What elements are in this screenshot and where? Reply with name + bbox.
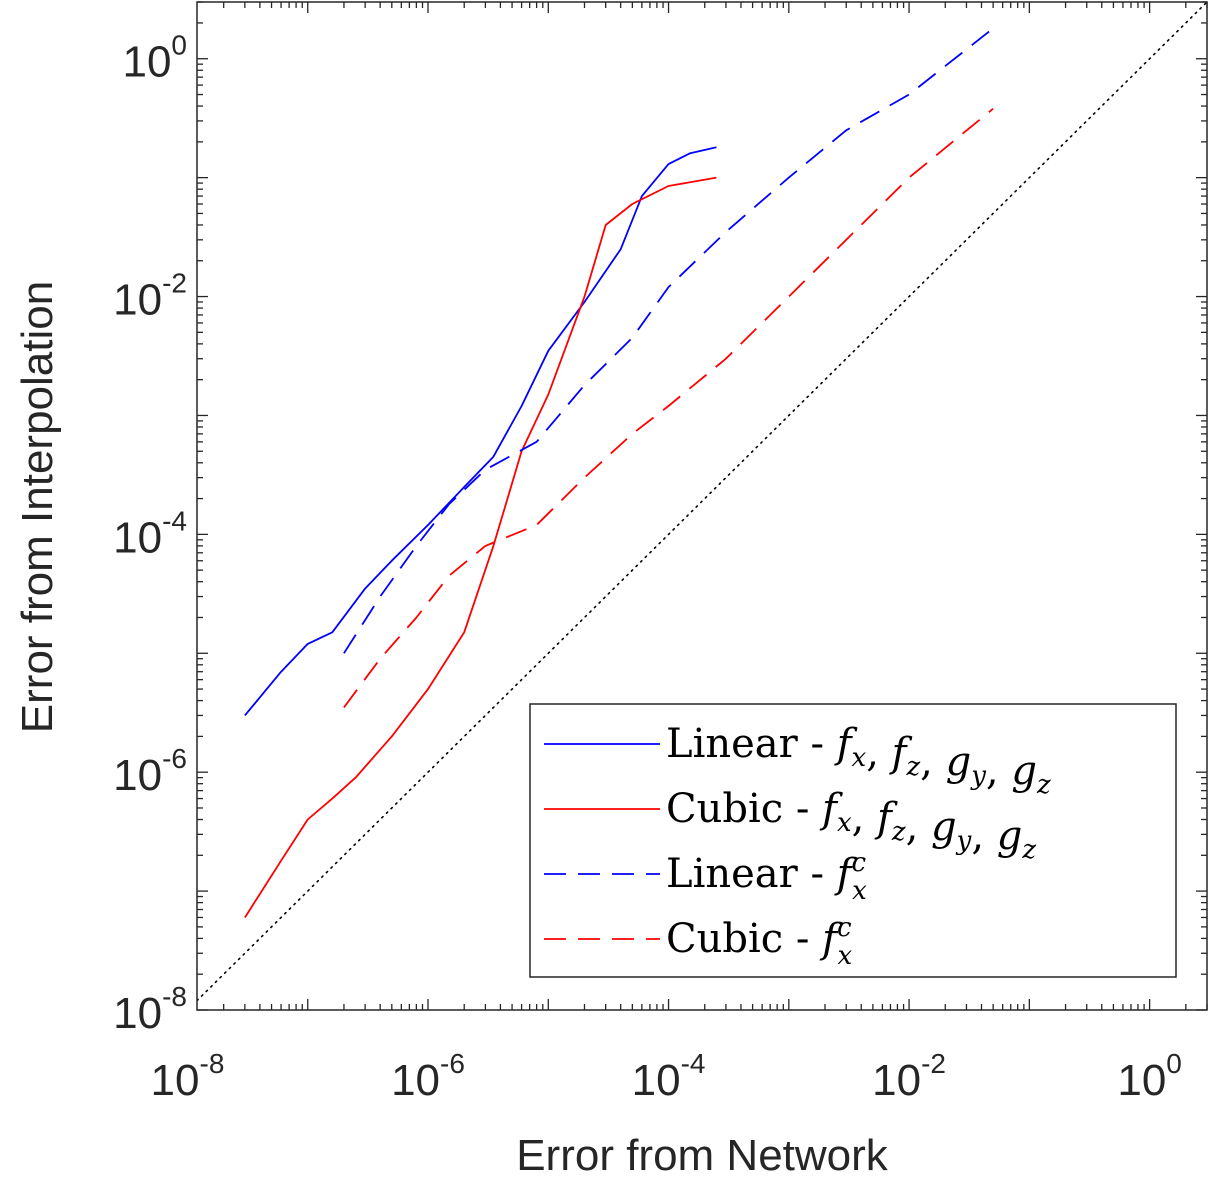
series-line-2 — [244, 176, 717, 918]
legend-label-1: Linear - fx, fz, gy, gz — [666, 721, 1051, 800]
x-tick-label-5: 100 — [1117, 1048, 1182, 1105]
legend-label-4: Cubic - fc x — [666, 913, 853, 971]
y-axis-title: Error from Interpolation — [13, 281, 62, 733]
x-tick-label-1: 10-8 — [151, 1048, 225, 1105]
x-tick-label-2: 10-6 — [391, 1048, 465, 1105]
plot-area — [197, 2, 1207, 1002]
legend-label-2: Cubic - fx, fz, gy, gz — [666, 786, 1036, 865]
series-line-1 — [244, 146, 717, 716]
y-tick-label-5: 100 — [122, 30, 187, 87]
x-axis-title: Error from Network — [516, 1131, 889, 1179]
reference-line-y-equals-x — [197, 2, 1207, 1002]
tick-marks — [197, 1, 1208, 1011]
series-line-4 — [343, 108, 994, 709]
y-tick-label-2: 10-6 — [113, 743, 187, 800]
axes: 10-8 10-6 10-4 10-2 100 10-8 10-6 10-4 10-2 100 — [113, 1, 1208, 1105]
legend-label-3: Linear - fc x — [666, 848, 867, 906]
x-tick-label-3: 10-4 — [632, 1048, 706, 1105]
y-tick-label-4: 10-2 — [113, 268, 187, 325]
legend-box — [529, 703, 1177, 978]
x-tick-label-4: 10-2 — [872, 1048, 946, 1105]
y-tick-label-3: 10-4 — [113, 505, 187, 562]
series-line-3 — [343, 27, 994, 654]
axes-box — [196, 1, 1208, 1011]
y-tick-label-1: 10-8 — [113, 981, 187, 1038]
